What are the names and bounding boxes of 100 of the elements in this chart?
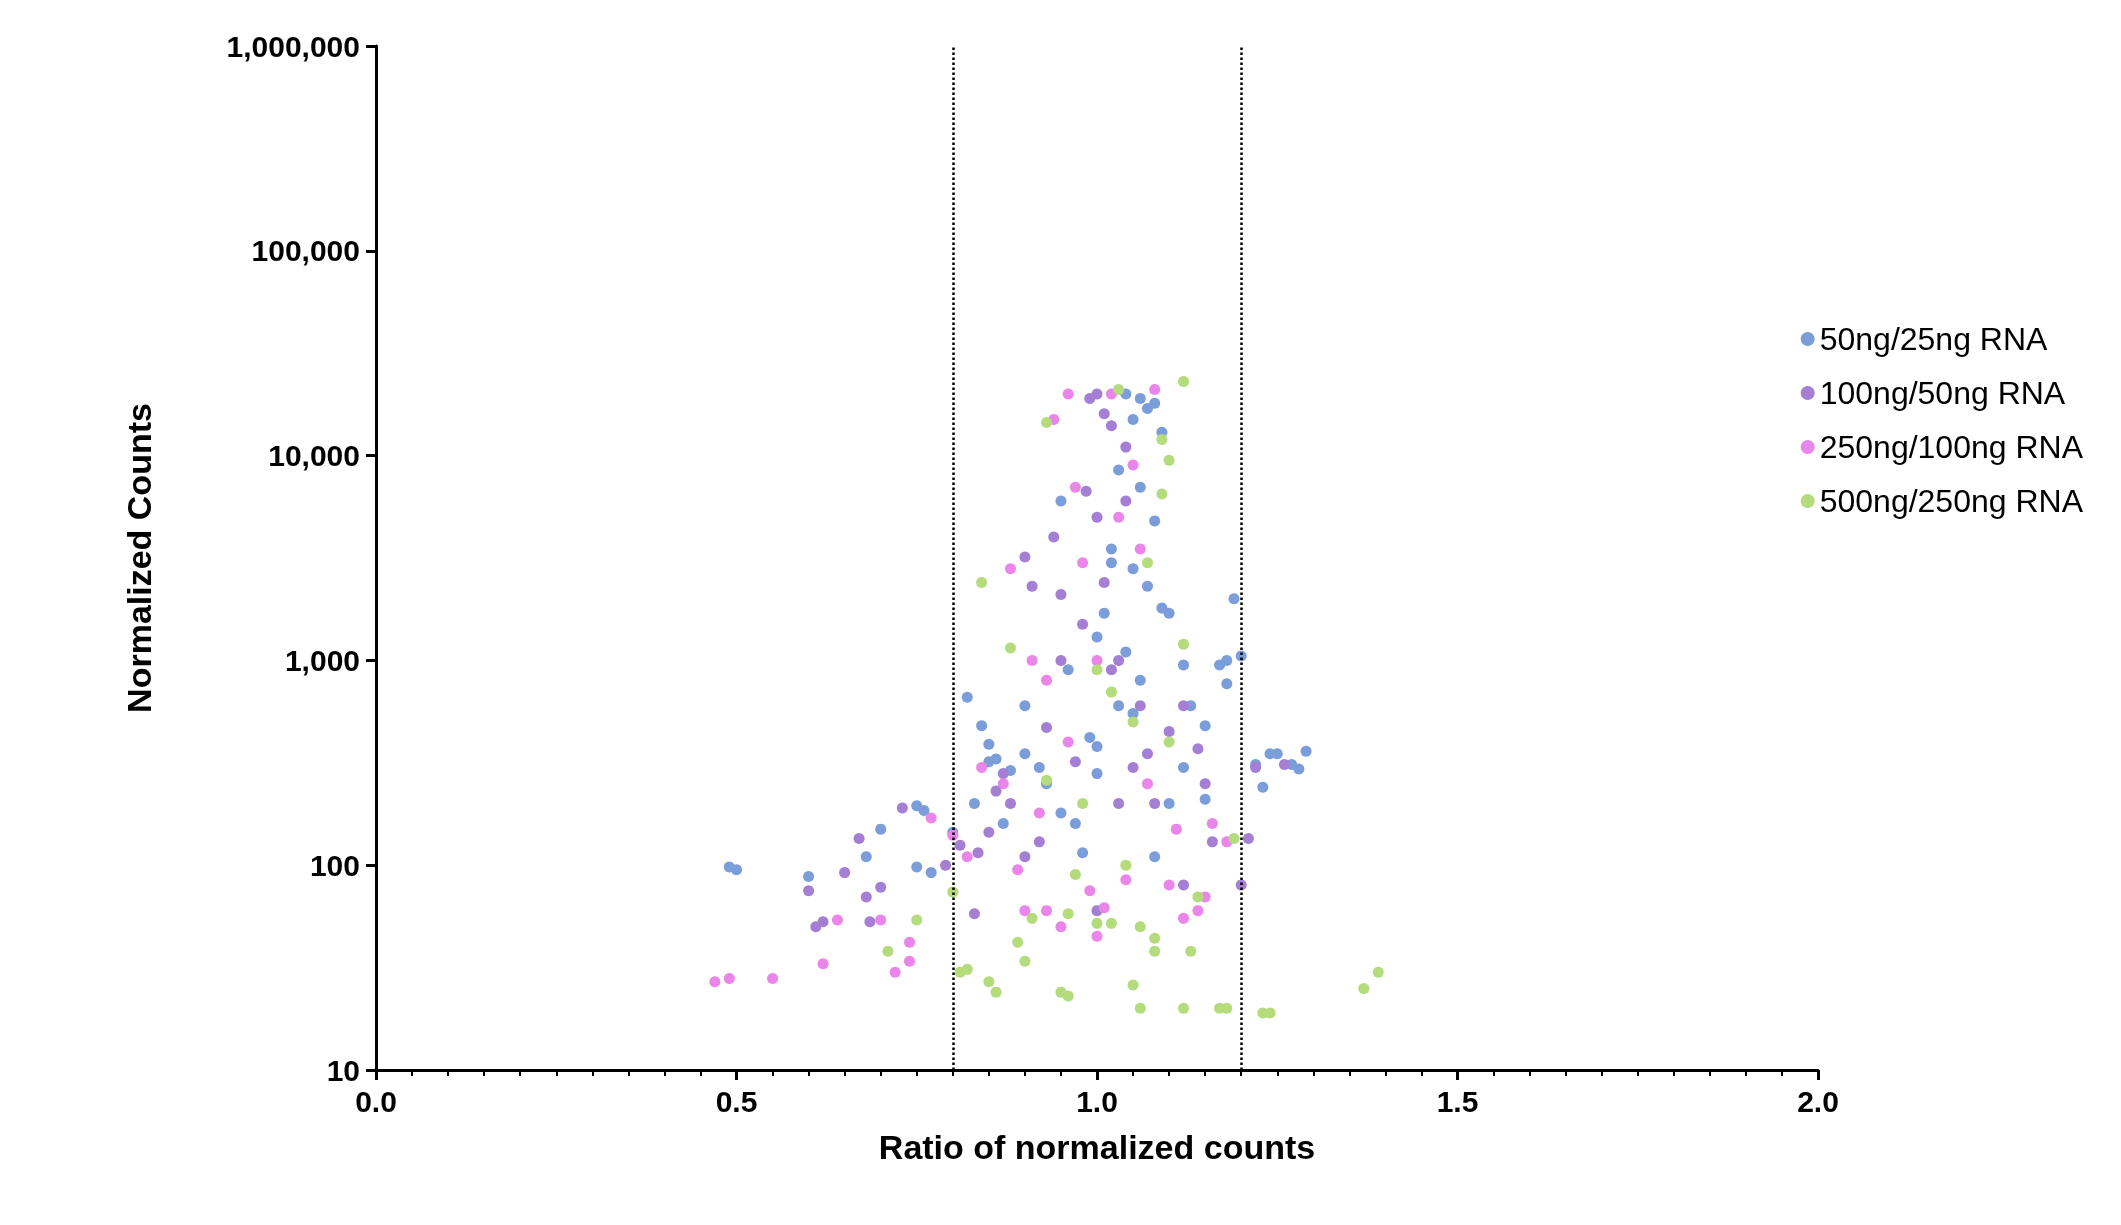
point xyxy=(1055,654,1067,666)
point xyxy=(1206,836,1218,848)
point xyxy=(997,768,1009,780)
point xyxy=(1163,879,1175,891)
point xyxy=(911,914,923,926)
point xyxy=(817,958,829,970)
point xyxy=(1098,902,1110,914)
point xyxy=(1012,936,1024,948)
point xyxy=(860,891,872,903)
point xyxy=(1077,798,1089,810)
point xyxy=(1062,990,1074,1002)
point xyxy=(1141,778,1153,790)
y-tick-label: 100,000 xyxy=(251,234,360,268)
point xyxy=(1149,798,1161,810)
point xyxy=(864,916,876,928)
point xyxy=(1134,543,1146,555)
point xyxy=(1055,921,1067,933)
y-tick-label: 10 xyxy=(326,1053,360,1087)
point xyxy=(1091,930,1103,942)
point xyxy=(1019,551,1031,563)
point xyxy=(1019,905,1031,917)
point xyxy=(1055,588,1067,600)
point xyxy=(972,847,984,859)
point xyxy=(889,966,901,978)
point xyxy=(1012,864,1024,876)
point xyxy=(1178,912,1190,924)
point xyxy=(767,972,779,984)
y-axis-title: Normalized Counts xyxy=(120,403,158,713)
point xyxy=(968,908,980,920)
legend-label: 250ng/100ng RNA xyxy=(1819,429,2084,465)
point xyxy=(1091,917,1103,929)
point xyxy=(1019,851,1031,863)
point xyxy=(1170,823,1182,835)
point xyxy=(1041,417,1053,429)
point xyxy=(1163,725,1175,737)
point xyxy=(839,867,851,879)
point xyxy=(983,976,995,988)
point xyxy=(1192,891,1204,903)
legend-label: 500ng/250ng RNA xyxy=(1819,483,2084,519)
x-tick-label: 2.0 xyxy=(1797,1084,1839,1118)
point xyxy=(925,812,937,824)
point xyxy=(1192,743,1204,755)
point xyxy=(1206,817,1218,829)
point xyxy=(1062,908,1074,920)
point xyxy=(896,802,908,814)
point xyxy=(1048,531,1060,543)
point xyxy=(875,881,887,893)
point xyxy=(1113,654,1125,666)
point xyxy=(1178,879,1190,891)
point xyxy=(1062,736,1074,748)
point xyxy=(1199,778,1211,790)
point xyxy=(1113,798,1125,810)
point xyxy=(1026,912,1038,924)
point xyxy=(1178,376,1190,388)
point xyxy=(1156,488,1168,500)
point xyxy=(1004,642,1016,654)
legend-label: 100ng/50ng RNA xyxy=(1819,375,2066,411)
point xyxy=(810,921,822,933)
x-tick-label: 1.5 xyxy=(1436,1084,1479,1118)
point xyxy=(817,916,829,928)
point xyxy=(875,914,887,926)
point xyxy=(1069,756,1081,768)
point xyxy=(1033,836,1045,848)
y-tick-label: 10,000 xyxy=(268,439,360,473)
point xyxy=(1149,384,1161,396)
point xyxy=(1185,945,1197,957)
x-tick-label: 0.5 xyxy=(715,1084,758,1118)
point xyxy=(1134,921,1146,933)
point xyxy=(940,859,952,871)
point xyxy=(1120,441,1132,453)
y-tick-label: 1,000 xyxy=(284,643,360,677)
point xyxy=(1105,686,1117,698)
point xyxy=(1077,557,1089,569)
point xyxy=(990,785,1002,797)
point xyxy=(990,986,1002,998)
point xyxy=(1163,454,1175,466)
point xyxy=(1178,1002,1190,1014)
point xyxy=(904,936,916,948)
point xyxy=(1149,932,1161,944)
point xyxy=(709,976,721,988)
point xyxy=(1105,664,1117,676)
point xyxy=(1098,408,1110,420)
legend-label: 50ng/25ng RNA xyxy=(1819,321,2049,357)
point xyxy=(723,972,735,984)
point xyxy=(1228,833,1240,844)
point xyxy=(1113,511,1125,523)
point xyxy=(831,914,843,926)
point xyxy=(1163,736,1175,748)
point xyxy=(1080,485,1092,497)
point xyxy=(1141,748,1153,760)
point xyxy=(1077,618,1089,630)
point xyxy=(1120,859,1132,871)
y-tick-label: 100 xyxy=(309,848,360,882)
point xyxy=(1141,557,1153,569)
point xyxy=(1019,955,1031,967)
point xyxy=(961,851,973,863)
point xyxy=(1120,495,1132,507)
point xyxy=(976,577,988,589)
point xyxy=(1127,979,1139,991)
x-tick-label: 1.0 xyxy=(1076,1084,1118,1118)
